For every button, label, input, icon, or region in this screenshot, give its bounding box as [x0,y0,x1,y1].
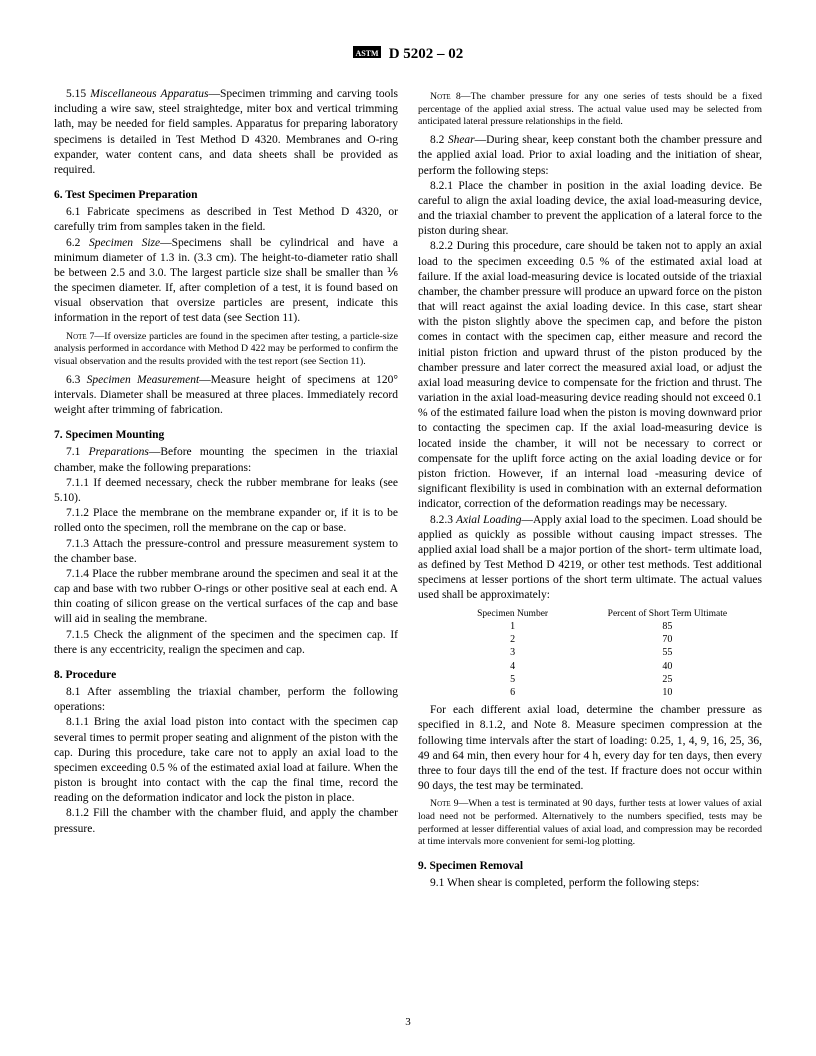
table-row: 270 [435,633,745,646]
heading-7: 7. Specimen Mounting [54,428,398,443]
note-8: Note 8—The chamber pressure for any one … [418,91,762,129]
para-7-1: 7.1 Preparations—Before mounting the spe… [54,445,398,475]
para-7-1-4: 7.1.4 Place the rubber membrane around t… [54,567,398,628]
col-header-2: Percent of Short Term Ultimate [590,608,745,621]
para-5-15: 5.15 Miscellaneous Apparatus—Specimen tr… [54,87,398,178]
heading-9: 9. Specimen Removal [418,859,762,874]
heading-8: 8. Procedure [54,668,398,683]
para-8-2-1: 8.2.1 Place the chamber in position in t… [418,179,762,240]
para-8-2-2: 8.2.2 During this procedure, care should… [418,239,762,512]
designation-title: D 5202 – 02 [389,46,464,63]
para-7-1-2: 7.1.2 Place the membrane on the membrane… [54,506,398,536]
specimen-table: Specimen Number Percent of Short Term Ul… [435,608,745,700]
table-row: 355 [435,646,745,659]
para-after-table: For each different axial load, determine… [418,703,762,794]
text-columns: 5.15 Miscellaneous Apparatus—Specimen tr… [54,87,762,892]
note-9: Note 9—When a test is terminated at 90 d… [418,798,762,849]
para-8-1-1: 8.1.1 Bring the axial load piston into c… [54,715,398,806]
table-row: 185 [435,620,745,633]
col-header-1: Specimen Number [435,608,590,621]
para-8-1: 8.1 After assembling the triaxial chambe… [54,685,398,715]
para-9-1: 9.1 When shear is completed, perform the… [418,876,762,891]
para-7-1-3: 7.1.3 Attach the pressure-control and pr… [54,537,398,567]
astm-logo-icon: ASTM [353,44,381,65]
left-column: 5.15 Miscellaneous Apparatus—Specimen tr… [54,87,398,892]
note-7: Note 7—If oversize particles are found i… [54,331,398,369]
heading-6: 6. Test Specimen Preparation [54,188,398,203]
para-6-1: 6.1 Fabricate specimens as described in … [54,205,398,235]
para-6-3: 6.3 Specimen Measurement—Measure height … [54,373,398,419]
svg-text:ASTM: ASTM [355,49,379,58]
table-row: 610 [435,686,745,699]
para-8-2: 8.2 Shear—During shear, keep constant bo… [418,133,762,179]
para-8-1-2: 8.1.2 Fill the chamber with the chamber … [54,806,398,836]
table-row: 525 [435,673,745,686]
para-7-1-1: 7.1.1 If deemed necessary, check the rub… [54,476,398,506]
para-8-2-3: 8.2.3 Axial Loading—Apply axial load to … [418,513,762,604]
page-header: ASTM D 5202 – 02 [54,44,762,65]
para-6-2: 6.2 Specimen Size—Specimens shall be cyl… [54,236,398,327]
para-7-1-5: 7.1.5 Check the alignment of the specime… [54,628,398,658]
page-number: 3 [0,1016,816,1028]
right-column: Note 8—The chamber pressure for any one … [418,87,762,892]
table-header: Specimen Number Percent of Short Term Ul… [435,608,745,621]
table-row: 440 [435,660,745,673]
